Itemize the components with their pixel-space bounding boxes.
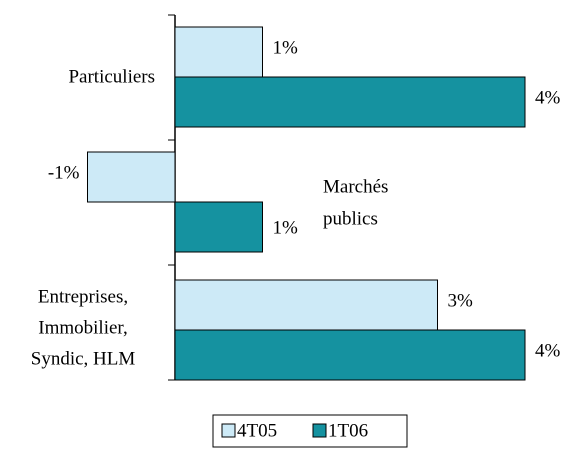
- value-label: 1%: [273, 37, 299, 58]
- value-label: -1%: [48, 162, 80, 183]
- legend-label: 4T05: [237, 420, 277, 441]
- bar: [174, 279, 438, 331]
- legend-box: [212, 414, 408, 448]
- bar: [174, 26, 263, 78]
- category-label: Marchés: [323, 176, 388, 197]
- bar: [174, 329, 526, 381]
- value-label: 1%: [273, 217, 299, 238]
- category-label: Particuliers: [68, 66, 155, 87]
- category-label: Immobilier,: [38, 317, 127, 338]
- value-label: 4%: [535, 340, 561, 361]
- bar: [174, 76, 526, 128]
- category-label: Entreprises,: [38, 286, 128, 307]
- legend-swatch: [221, 423, 236, 438]
- category-label: publics: [323, 208, 378, 229]
- legend-swatch: [312, 423, 327, 438]
- value-label: 4%: [535, 87, 561, 108]
- bar: [87, 151, 176, 203]
- bar: [174, 201, 263, 253]
- value-label: 3%: [448, 290, 474, 311]
- category-label: Syndic, HLM: [31, 348, 136, 369]
- legend-label: 1T06: [328, 420, 368, 441]
